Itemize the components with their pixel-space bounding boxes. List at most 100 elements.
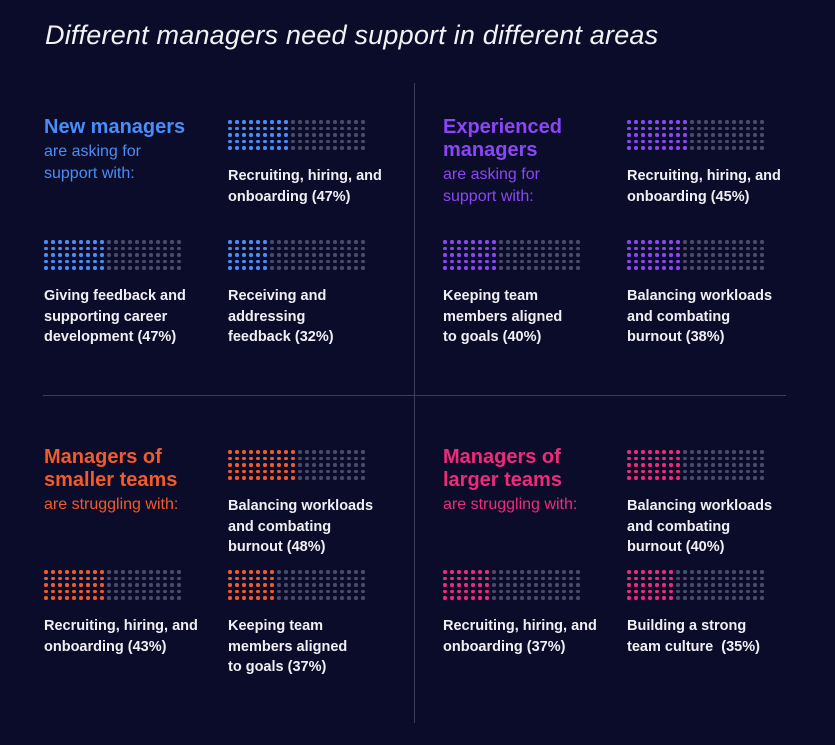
dot-empty bbox=[156, 266, 160, 270]
dot-empty bbox=[548, 583, 552, 587]
dot-empty bbox=[135, 266, 139, 270]
dot-filled bbox=[443, 246, 447, 251]
dot-filled bbox=[648, 146, 652, 150]
dot-empty bbox=[163, 240, 167, 244]
dot-empty bbox=[347, 596, 351, 600]
dot-empty bbox=[354, 120, 358, 124]
dot-filled bbox=[263, 450, 267, 454]
dot-empty bbox=[499, 259, 503, 264]
dot-empty bbox=[312, 469, 316, 474]
dot-filled bbox=[627, 583, 631, 587]
dot-empty bbox=[725, 570, 729, 574]
section-subtitle-line: are struggling with: bbox=[443, 496, 578, 513]
dot-empty bbox=[725, 463, 729, 467]
dot-filled bbox=[662, 456, 666, 461]
dot-empty bbox=[725, 133, 729, 137]
dot-empty bbox=[298, 456, 302, 461]
dot-filled bbox=[44, 583, 48, 587]
dot-filled bbox=[228, 126, 232, 131]
dot-empty bbox=[711, 476, 715, 480]
dot-empty bbox=[361, 139, 365, 144]
dot-empty bbox=[527, 583, 531, 587]
dot-empty bbox=[305, 266, 309, 270]
item-label-line: members aligned bbox=[443, 308, 563, 325]
dot-filled bbox=[44, 253, 48, 257]
dot-filled bbox=[235, 133, 239, 137]
dot-empty bbox=[746, 266, 750, 270]
dot-empty bbox=[746, 133, 750, 137]
dot-empty bbox=[725, 139, 729, 144]
dot-empty bbox=[732, 450, 736, 454]
dot-filled bbox=[256, 246, 260, 251]
dot-empty bbox=[128, 253, 132, 257]
dot-empty bbox=[170, 583, 174, 587]
dot-empty bbox=[340, 253, 344, 257]
dot-empty bbox=[298, 589, 302, 594]
dot-empty bbox=[305, 259, 309, 264]
dot-empty bbox=[718, 576, 722, 581]
dot-empty bbox=[711, 596, 715, 600]
dot-empty bbox=[704, 576, 708, 581]
dot-empty bbox=[340, 469, 344, 474]
dot-empty bbox=[170, 570, 174, 574]
dot-filled bbox=[464, 253, 468, 257]
dot-empty bbox=[305, 596, 309, 600]
dot-empty bbox=[340, 476, 344, 480]
dot-empty bbox=[298, 476, 302, 480]
dot-filled bbox=[72, 266, 76, 270]
dot-empty bbox=[277, 583, 281, 587]
dot-filled bbox=[676, 463, 680, 467]
dot-empty bbox=[298, 463, 302, 467]
dot-filled bbox=[58, 266, 62, 270]
horizontal-divider bbox=[43, 395, 786, 396]
dot-filled bbox=[485, 583, 489, 587]
dot-filled bbox=[235, 476, 239, 480]
dot-empty bbox=[676, 570, 680, 574]
dot-filled bbox=[627, 240, 631, 244]
dot-empty bbox=[347, 120, 351, 124]
dot-empty bbox=[312, 450, 316, 454]
dot-filled bbox=[228, 240, 232, 244]
dot-empty bbox=[298, 240, 302, 244]
dot-empty bbox=[114, 246, 118, 251]
dot-filled bbox=[235, 259, 239, 264]
dot-filled bbox=[648, 240, 652, 244]
dot-empty bbox=[732, 120, 736, 124]
section-subtitle: are asking for support with: bbox=[44, 141, 219, 185]
dot-empty bbox=[753, 253, 757, 257]
dot-empty bbox=[520, 253, 524, 257]
dot-empty bbox=[333, 253, 337, 257]
dot-empty bbox=[683, 253, 687, 257]
dot-filled bbox=[457, 596, 461, 600]
dot-empty bbox=[312, 259, 316, 264]
dot-empty bbox=[319, 146, 323, 150]
dot-filled bbox=[627, 456, 631, 461]
dot-empty bbox=[690, 589, 694, 594]
dot-empty bbox=[683, 259, 687, 264]
dot-empty bbox=[725, 476, 729, 480]
dot-filled bbox=[256, 146, 260, 150]
dot-empty bbox=[361, 476, 365, 480]
dot-empty bbox=[683, 583, 687, 587]
dot-empty bbox=[135, 240, 139, 244]
dot-empty bbox=[541, 576, 545, 581]
dot-empty bbox=[149, 259, 153, 264]
dot-filled bbox=[471, 570, 475, 574]
dot-empty bbox=[142, 596, 146, 600]
dot-empty bbox=[704, 570, 708, 574]
dot-filled bbox=[242, 463, 246, 467]
dot-empty bbox=[149, 583, 153, 587]
dot-filled bbox=[485, 266, 489, 270]
dot-empty bbox=[347, 583, 351, 587]
dot-filled bbox=[284, 120, 288, 124]
dot-filled bbox=[457, 570, 461, 574]
dot-empty bbox=[277, 240, 281, 244]
dot-filled bbox=[100, 576, 104, 581]
dot-empty bbox=[170, 596, 174, 600]
dot-empty bbox=[732, 240, 736, 244]
section-title-line: Managers of bbox=[443, 446, 561, 468]
vertical-divider bbox=[414, 83, 415, 723]
dot-empty bbox=[506, 246, 510, 251]
dot-empty bbox=[690, 133, 694, 137]
dot-empty bbox=[760, 589, 764, 594]
